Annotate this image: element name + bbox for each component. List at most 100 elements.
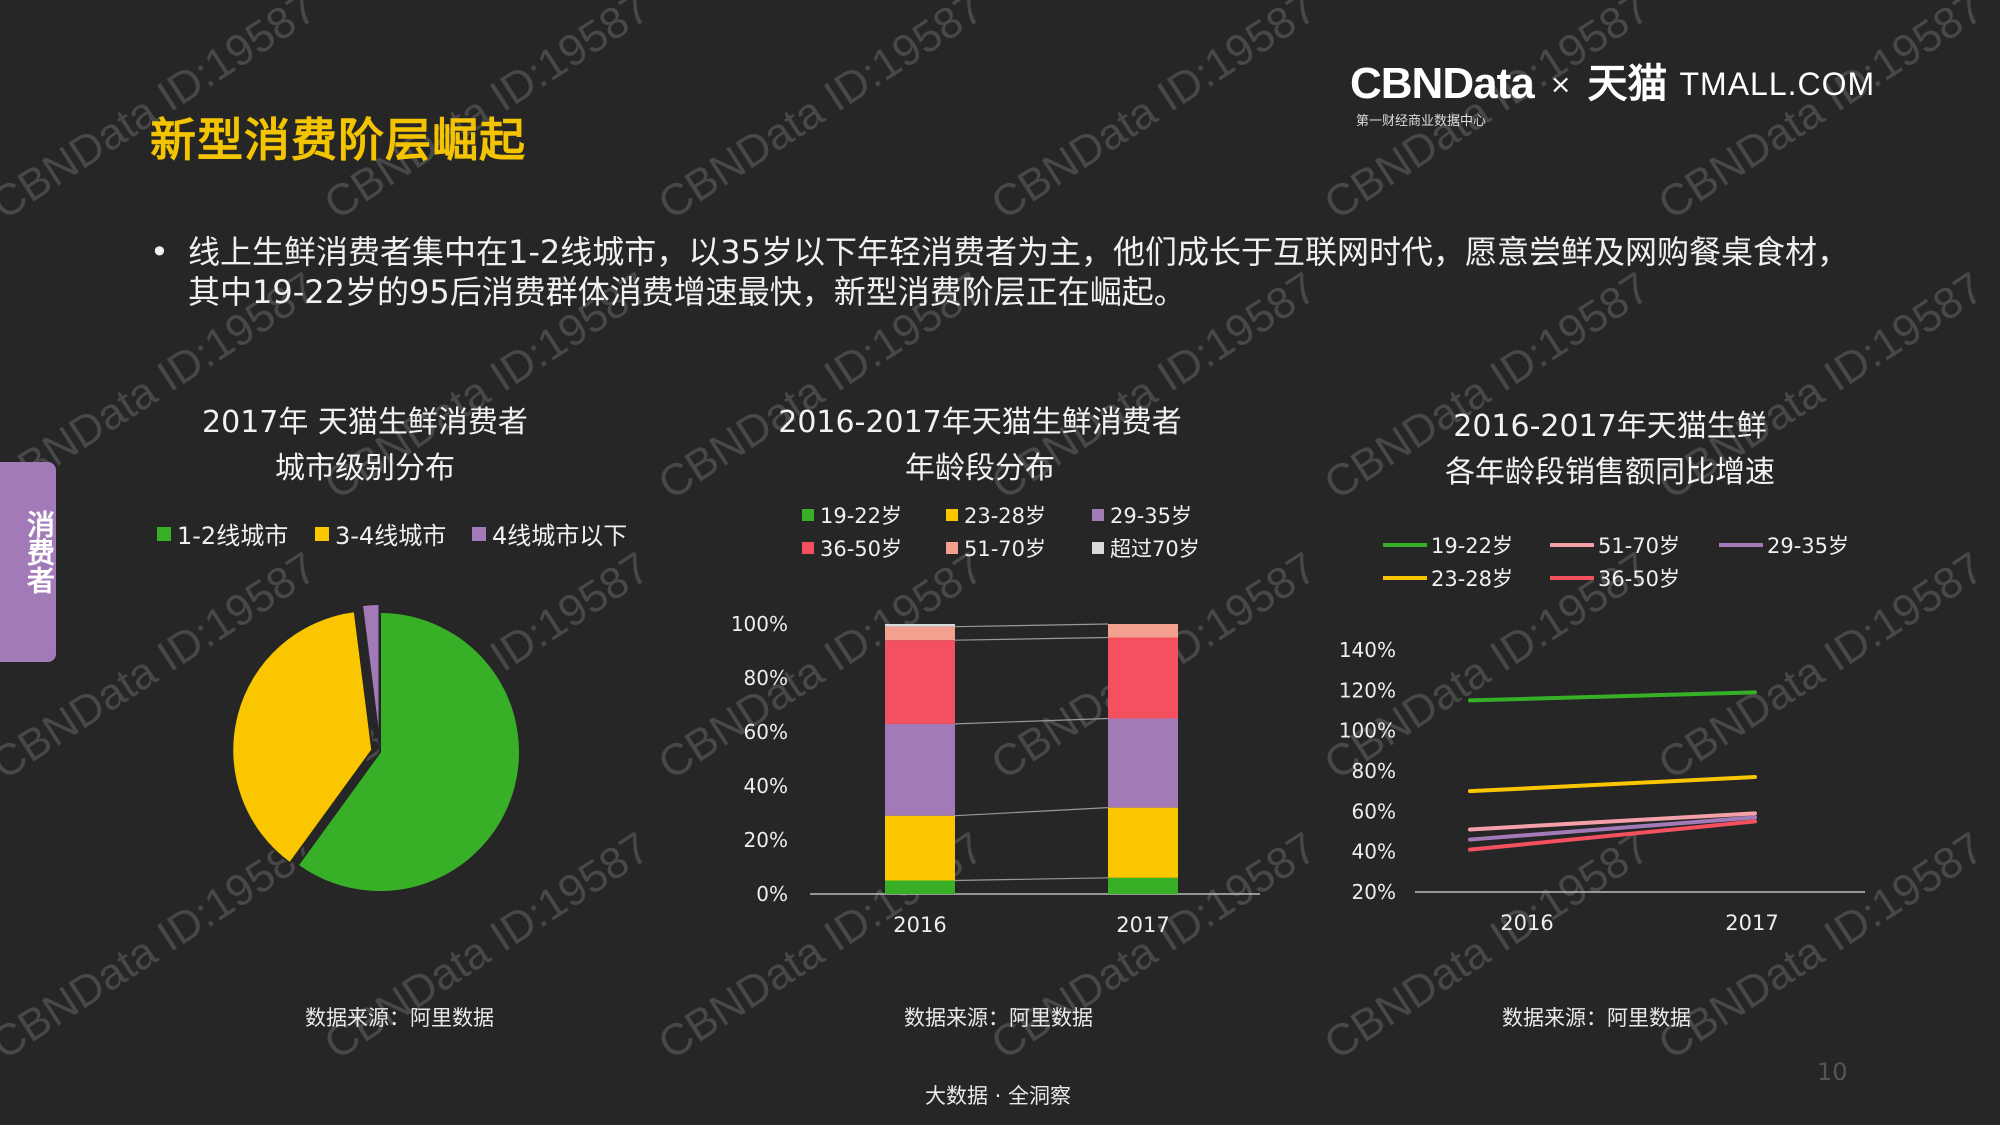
legend-swatch: [1092, 509, 1104, 521]
tmall-logo-cn: 天猫: [1587, 61, 1668, 107]
legend-swatch: [802, 509, 814, 521]
y-tick-label: 40%: [744, 774, 788, 798]
bar-segment: [885, 880, 955, 894]
bar-segment: [885, 626, 955, 641]
line-title-line2: 各年龄段销售额同比增速: [1445, 455, 1775, 490]
line-legend-item: 36-50岁: [1550, 563, 1680, 593]
series-line: [1468, 775, 1757, 794]
legend-swatch: [802, 542, 814, 554]
pie-title-line1: 2017年 天猫生鲜消费者: [202, 405, 528, 440]
legend-label: 36-50岁: [820, 537, 903, 561]
legend-swatch: [1092, 542, 1104, 554]
pie-source: 数据来源：阿里数据: [305, 1006, 494, 1030]
stacked-legend-item: 51-70岁: [946, 533, 1046, 563]
stacked-chart-title: 2016-2017年天猫生鲜消费者 年龄段分布: [760, 400, 1200, 492]
legend-label: 1-2线城市: [177, 522, 289, 550]
logo-separator: ×: [1549, 70, 1572, 100]
side-tab-label: 消费者: [23, 510, 56, 594]
bar-segment: [885, 815, 955, 881]
pie-title-line2: 城市级别分布: [275, 451, 455, 486]
legend-line: [1550, 576, 1594, 580]
bar-segment: [1108, 624, 1178, 638]
series-connector: [954, 877, 1109, 882]
stacked-legend-item: 23-28岁: [946, 500, 1046, 530]
legend-line: [1719, 543, 1763, 547]
stacked-title-line1: 2016-2017年天猫生鲜消费者: [778, 405, 1182, 440]
legend-swatch: [157, 526, 171, 541]
y-tick-label: 80%: [744, 666, 788, 690]
stacked-legend-item: 超过70岁: [1092, 533, 1200, 563]
legend-label: 19-22岁: [820, 504, 903, 528]
series-connector: [954, 717, 1109, 725]
brand-logos: CBNData 第一财经商业数据中心 × 天猫 TMALL.COM: [1350, 59, 1876, 130]
y-tick-label: 60%: [744, 720, 788, 744]
legend-swatch: [946, 509, 958, 521]
line-legend-item: 51-70岁: [1550, 530, 1680, 560]
line-legend-item: 19-22岁: [1383, 530, 1513, 560]
line-legend-item: 29-35岁: [1719, 530, 1849, 560]
bar-segment: [885, 723, 955, 816]
legend-label: 51-70岁: [1598, 534, 1681, 558]
pie-slice: [360, 603, 381, 745]
bar-segment: [1108, 807, 1178, 878]
legend-swatch: [946, 542, 958, 554]
page-title: 新型消费阶层崛起: [150, 113, 526, 167]
pie-chart: [231, 603, 521, 893]
x-tick-label: 2016: [1500, 911, 1553, 935]
pie-slice: [231, 609, 374, 865]
pie-legend-item: 4线城市以下: [472, 516, 627, 551]
line-source: 数据来源：阿里数据: [1502, 1006, 1691, 1030]
legend-label: 4线城市以下: [492, 522, 628, 550]
x-tick-label: 2017: [1116, 913, 1169, 937]
watermark-text: CBNData ID:19587: [649, 0, 993, 230]
y-tick-label: 20%: [744, 828, 788, 852]
y-tick-label: 140%: [1339, 638, 1396, 662]
side-tab-consumer[interactable]: 消费者: [0, 462, 56, 662]
legend-line: [1383, 576, 1427, 580]
legend-label: 23-28岁: [964, 504, 1047, 528]
line-legend-item: 23-28岁: [1383, 563, 1513, 593]
series-connector: [954, 623, 1109, 628]
page-number: 10: [1817, 1058, 1848, 1086]
summary-text: 线上生鲜消费者集中在1-2线城市，以35岁以下年轻消费者为主，他们成长于互联网时…: [188, 233, 1849, 311]
legend-swatch: [472, 526, 486, 541]
series-connector: [954, 807, 1109, 817]
bar-segment: [1108, 877, 1178, 894]
bar-segment: [885, 640, 955, 724]
legend-label: 19-22岁: [1431, 534, 1514, 558]
stacked-source: 数据来源：阿里数据: [904, 1006, 1093, 1030]
legend-label: 36-50岁: [1598, 567, 1681, 591]
legend-swatch: [315, 526, 329, 541]
y-tick-label: 20%: [1352, 880, 1396, 904]
legend-label: 23-28岁: [1431, 567, 1514, 591]
y-tick-label: 120%: [1339, 678, 1396, 702]
x-tick-label: 2017: [1725, 911, 1778, 935]
bar-segment: [1108, 718, 1178, 808]
pie-slice: [296, 610, 521, 893]
stacked-legend-item: 36-50岁: [802, 533, 902, 563]
stacked-bar-chart: 0% 20% 40% 60% 80% 100% 2016 2017: [731, 612, 1260, 937]
pie-legend-item: 1-2线城市: [157, 516, 288, 551]
line-chart: 20% 40% 60% 80% 100% 120% 140% 2016 2017: [1339, 638, 1865, 935]
pie-legend-item: 3-4线城市: [315, 516, 446, 551]
bullet-dot-icon: •: [150, 233, 169, 271]
watermark-text: CBNData ID:19587: [1649, 0, 1993, 230]
legend-label: 超过70岁: [1110, 537, 1200, 561]
legend-line: [1550, 543, 1594, 547]
legend-label: 29-35岁: [1767, 534, 1850, 558]
stacked-legend-item: 19-22岁: [802, 500, 902, 530]
series-line: [1468, 815, 1757, 842]
legend-label: 3-4线城市: [335, 522, 447, 550]
series-connector: [954, 636, 1109, 641]
cbndata-logo: CBNData: [1350, 59, 1535, 108]
cbndata-logo-subtitle: 第一财经商业数据中心: [1356, 114, 1487, 129]
stacked-legend-item: 29-35岁: [1092, 500, 1192, 530]
y-tick-label: 40%: [1352, 840, 1396, 864]
legend-line: [1383, 543, 1427, 547]
y-tick-label: 60%: [1352, 799, 1396, 823]
tmall-logo-en: TMALL.COM: [1679, 66, 1876, 102]
line-chart-title: 2016-2017年天猫生鲜 各年龄段销售额同比增速: [1390, 404, 1830, 496]
y-tick-label: 0%: [756, 882, 788, 906]
series-line: [1468, 690, 1757, 703]
series-line: [1468, 819, 1757, 852]
